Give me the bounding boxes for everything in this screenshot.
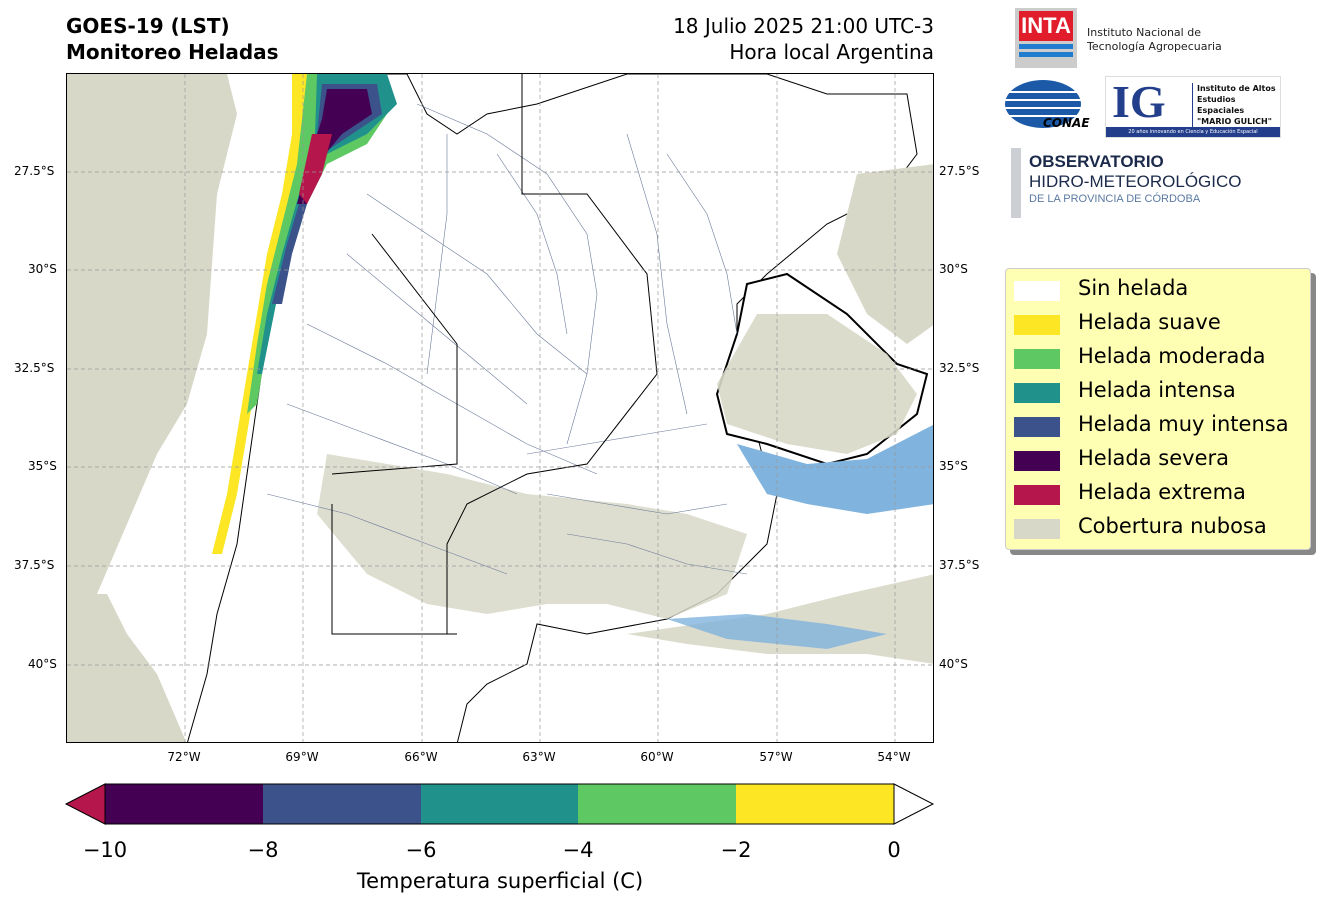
lon-tick: 54°W (877, 750, 911, 764)
cloud-area-uruguay (717, 314, 917, 454)
country-boundaries (331, 74, 658, 635)
inta-name-line-1: Instituto Nacional de (1087, 26, 1201, 39)
map-title: GOES-19 (LST) Monitoreo Heladas (66, 13, 279, 65)
lat-tick-left: 35°S (28, 459, 57, 473)
cloud-area-pacific (67, 74, 237, 594)
observatorio-logo: OBSERVATORIO HIDRO-METEOROLÓGICO DE LA P… (1029, 152, 1242, 206)
lat-tick-left: 30°S (28, 262, 57, 276)
lat-tick-right: 37.5°S (939, 558, 980, 572)
colorbar-label: Temperatura superficial (C) (356, 869, 644, 893)
frost-extreme-band (299, 134, 332, 204)
ig-name-line-1: Instituto de Altos (1197, 84, 1276, 93)
colorbar-tick: −6 (405, 838, 437, 862)
water-south (667, 614, 887, 649)
legend: Sin helada Helada suave Helada moderada … (1005, 268, 1311, 550)
colorbar-over-arrow (893, 783, 935, 825)
legend-swatch (1014, 417, 1060, 437)
legend-swatch (1014, 281, 1060, 301)
inta-mark: INTA (1019, 11, 1073, 41)
lat-tick-right: 30°S (939, 262, 968, 276)
date-header: 18 Julio 2025 21:00 UTC-3 Hora local Arg… (560, 13, 934, 65)
lon-tick: 72°W (167, 750, 201, 764)
lat-tick-right: 32.5°S (939, 361, 980, 375)
legend-swatch (1014, 349, 1060, 369)
inta-name-line-2: Tecnología Agropecuaria (1087, 40, 1222, 53)
colorbar-tick: −2 (720, 838, 752, 862)
lon-tick: 66°W (404, 750, 438, 764)
legend-swatch (1014, 485, 1060, 505)
colorbar-tick: −4 (562, 838, 594, 862)
conae-logo: CONAE (1005, 78, 1090, 133)
frost-yellow-band (212, 74, 327, 554)
local-time-line: Hora local Argentina (729, 40, 934, 64)
map-panel[interactable] (66, 73, 934, 743)
ig-name-line-2: Estudios Espaciales (1197, 95, 1245, 115)
graticule (67, 74, 933, 742)
ig-name-line-3: "MARIO GULICH" (1197, 117, 1272, 126)
cloud-area-pampa (317, 454, 747, 619)
colorbar-segment (105, 784, 263, 824)
colorbar (64, 783, 935, 825)
obs-line-2: HIDRO-METEOROLÓGICO (1029, 172, 1242, 191)
colorbar-segment (736, 784, 894, 824)
cloud-area-east (837, 164, 933, 344)
lat-tick-right: 40°S (939, 657, 968, 671)
inta-logo: INTA (1015, 8, 1077, 68)
lat-tick-left: 37.5°S (14, 558, 55, 572)
legend-swatch (1014, 315, 1060, 335)
ig-logo: IG Instituto de Altos Estudios Espaciale… (1105, 76, 1281, 138)
colorbar-segment (578, 784, 736, 824)
legend-label: Helada suave (1078, 310, 1221, 334)
frost-map (67, 74, 933, 742)
colorbar-tick: 0 (887, 838, 901, 862)
legend-swatch (1014, 383, 1060, 403)
legend-swatch (1014, 451, 1060, 471)
colorbar-segment (421, 784, 578, 824)
obs-line-1: OBSERVATORIO (1029, 152, 1164, 171)
legend-swatch (1014, 519, 1060, 539)
title-line-1: GOES-19 (LST) (66, 14, 230, 38)
colorbar-tick: −10 (82, 838, 128, 862)
legend-label: Helada extrema (1078, 480, 1246, 504)
colorbar-segment (263, 784, 421, 824)
colorbar-tick: −8 (247, 838, 279, 862)
inta-name: Instituto Nacional de Tecnología Agropec… (1087, 26, 1222, 54)
lat-tick-right: 27.5°S (939, 164, 980, 178)
ig-mark: IG (1112, 76, 1166, 127)
ig-name: Instituto de Altos Estudios Espaciales "… (1192, 83, 1280, 127)
legend-label: Helada moderada (1078, 344, 1266, 368)
colorbar-under-arrow (64, 783, 106, 825)
legend-label: Helada muy intensa (1078, 412, 1289, 436)
date-line: 18 Julio 2025 21:00 UTC-3 (673, 14, 934, 38)
legend-label: Helada intensa (1078, 378, 1236, 402)
rio-de-la-plata (737, 425, 933, 514)
legend-label: Helada severa (1078, 446, 1229, 470)
obs-bar (1011, 148, 1021, 218)
lon-tick: 60°W (640, 750, 674, 764)
cloud-area-pacific-south (67, 594, 187, 742)
ig-tagline: 20 años innovando en Ciencia y Educación… (1106, 127, 1280, 137)
legend-label: Cobertura nubosa (1078, 514, 1267, 538)
frost-severe-band (297, 89, 372, 204)
title-line-2: Monitoreo Heladas (66, 40, 279, 64)
lon-tick: 69°W (285, 750, 319, 764)
lon-tick: 57°W (759, 750, 793, 764)
lat-tick-right: 35°S (939, 459, 968, 473)
lon-tick: 63°W (522, 750, 556, 764)
lat-tick-left: 27.5°S (14, 164, 55, 178)
lat-tick-left: 32.5°S (14, 361, 55, 375)
obs-line-3: DE LA PROVINCIA DE CÓRDOBA (1029, 193, 1201, 205)
conae-label: CONAE (1043, 116, 1090, 130)
legend-label: Sin helada (1078, 276, 1189, 300)
lat-tick-left: 40°S (28, 657, 57, 671)
